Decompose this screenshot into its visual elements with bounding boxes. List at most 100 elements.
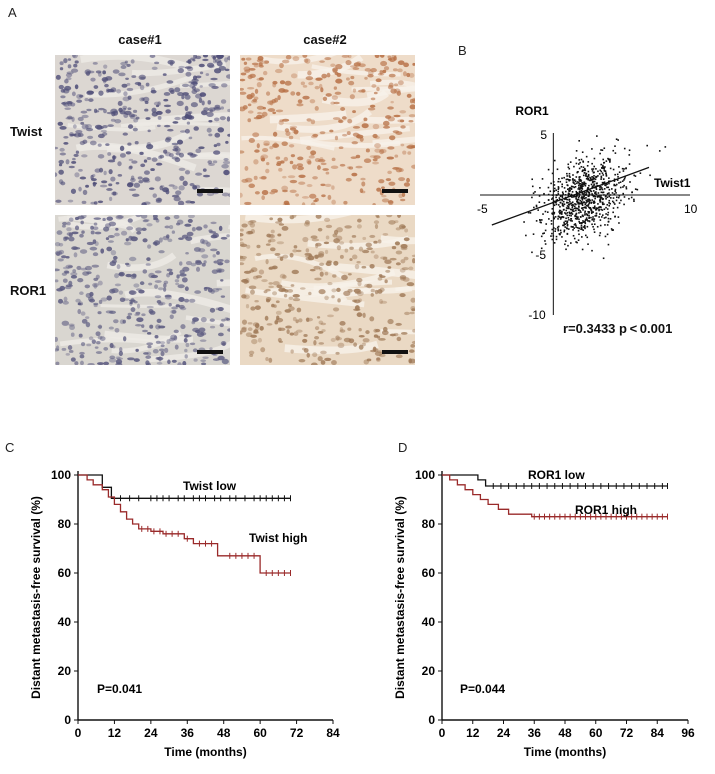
- cell-nucleus: [370, 250, 375, 254]
- scatter-point: [611, 188, 613, 190]
- scatter-point: [547, 168, 550, 171]
- cell-nucleus: [295, 193, 299, 197]
- cell-nucleus: [107, 235, 115, 238]
- cell-nucleus: [386, 215, 393, 218]
- scatter-point: [575, 209, 577, 212]
- cell-nucleus: [324, 217, 331, 223]
- cell-nucleus: [406, 177, 410, 183]
- cell-nucleus: [118, 272, 124, 276]
- cell-nucleus: [357, 218, 362, 223]
- cell-nucleus: [249, 269, 255, 273]
- scatter-point: [618, 195, 621, 197]
- cell-nucleus: [192, 317, 199, 322]
- scatter-point: [617, 196, 620, 199]
- cell-nucleus: [68, 350, 74, 353]
- cell-nucleus: [149, 187, 155, 190]
- cell-nucleus: [122, 319, 126, 324]
- cell-nucleus: [90, 201, 96, 205]
- cell-nucleus: [408, 120, 414, 123]
- cell-nucleus: [107, 159, 116, 163]
- scatter-point: [569, 212, 572, 215]
- scatter-point: [629, 181, 631, 183]
- cell-nucleus: [115, 227, 119, 231]
- scatter-point: [576, 241, 578, 244]
- cell-nucleus: [173, 329, 179, 334]
- scatter-point: [567, 228, 570, 230]
- cell-nucleus: [282, 202, 289, 205]
- cell-nucleus: [117, 161, 122, 167]
- scale-bar: [197, 189, 223, 193]
- cell-nucleus: [240, 238, 244, 241]
- stroma-streak: [351, 86, 415, 92]
- cell-nucleus: [148, 308, 154, 314]
- cell-nucleus: [375, 357, 381, 362]
- scatter-point: [599, 200, 602, 203]
- cell-nucleus: [65, 159, 70, 165]
- cell-nucleus: [184, 298, 190, 303]
- cell-nucleus: [74, 172, 80, 178]
- scatter-point: [559, 211, 562, 214]
- x-tick-label: 48: [217, 726, 231, 740]
- cell-nucleus: [247, 118, 252, 123]
- scatter-point: [598, 234, 601, 237]
- scatter-point: [598, 209, 600, 212]
- cell-nucleus: [366, 283, 373, 289]
- scatter-point: [544, 240, 546, 242]
- scatter-point: [622, 186, 624, 188]
- cell-nucleus: [275, 300, 280, 304]
- cell-nucleus: [250, 92, 255, 98]
- scatter-point: [593, 171, 595, 174]
- cell-nucleus: [252, 322, 260, 327]
- cell-nucleus: [403, 256, 409, 261]
- cell-nucleus: [250, 306, 256, 311]
- scatter-point: [564, 223, 566, 226]
- cell-nucleus: [62, 221, 68, 226]
- cell-nucleus: [217, 332, 224, 337]
- cell-nucleus: [356, 290, 364, 297]
- scatter-point: [581, 183, 583, 186]
- scatter-point: [590, 208, 592, 210]
- scatter-point: [572, 229, 574, 231]
- scatter-point: [578, 193, 581, 196]
- cell-nucleus: [266, 233, 272, 238]
- cell-nucleus: [155, 324, 161, 330]
- cell-nucleus: [221, 83, 228, 88]
- cell-nucleus: [265, 168, 270, 174]
- cell-nucleus: [240, 232, 244, 237]
- cell-nucleus: [124, 262, 130, 266]
- cell-nucleus: [269, 217, 274, 221]
- scatter-point: [561, 202, 564, 205]
- panel-d-label: D: [398, 440, 408, 455]
- cell-nucleus: [268, 266, 276, 270]
- cell-nucleus: [156, 361, 163, 365]
- cell-nucleus: [184, 170, 191, 175]
- cell-nucleus: [260, 157, 266, 162]
- scatter-point: [570, 185, 573, 188]
- cell-nucleus: [101, 180, 108, 184]
- scatter-point: [592, 211, 595, 213]
- scatter-point: [532, 192, 535, 195]
- scatter-point: [611, 192, 614, 194]
- cell-nucleus: [112, 191, 117, 196]
- scatter-point: [575, 162, 578, 165]
- cell-nucleus: [247, 322, 253, 325]
- cell-nucleus: [241, 326, 248, 330]
- cell-nucleus: [309, 99, 316, 104]
- cell-nucleus: [193, 88, 200, 93]
- scatter-point: [573, 223, 576, 226]
- scatter-point: [569, 176, 571, 178]
- scatter-point: [593, 228, 595, 231]
- series-label: Twist high: [249, 531, 307, 545]
- cell-nucleus: [400, 243, 408, 249]
- cell-nucleus: [98, 107, 105, 111]
- scatter-point: [574, 185, 577, 188]
- scatter-point: [593, 180, 596, 183]
- x-tick-label: 84: [651, 726, 665, 740]
- scatter-point: [595, 212, 598, 215]
- cell-nucleus: [101, 77, 109, 82]
- cell-nucleus: [91, 264, 100, 268]
- scatter-point: [593, 218, 596, 220]
- cell-nucleus: [387, 146, 395, 150]
- scatter-point: [592, 176, 595, 179]
- cell-nucleus: [171, 142, 179, 146]
